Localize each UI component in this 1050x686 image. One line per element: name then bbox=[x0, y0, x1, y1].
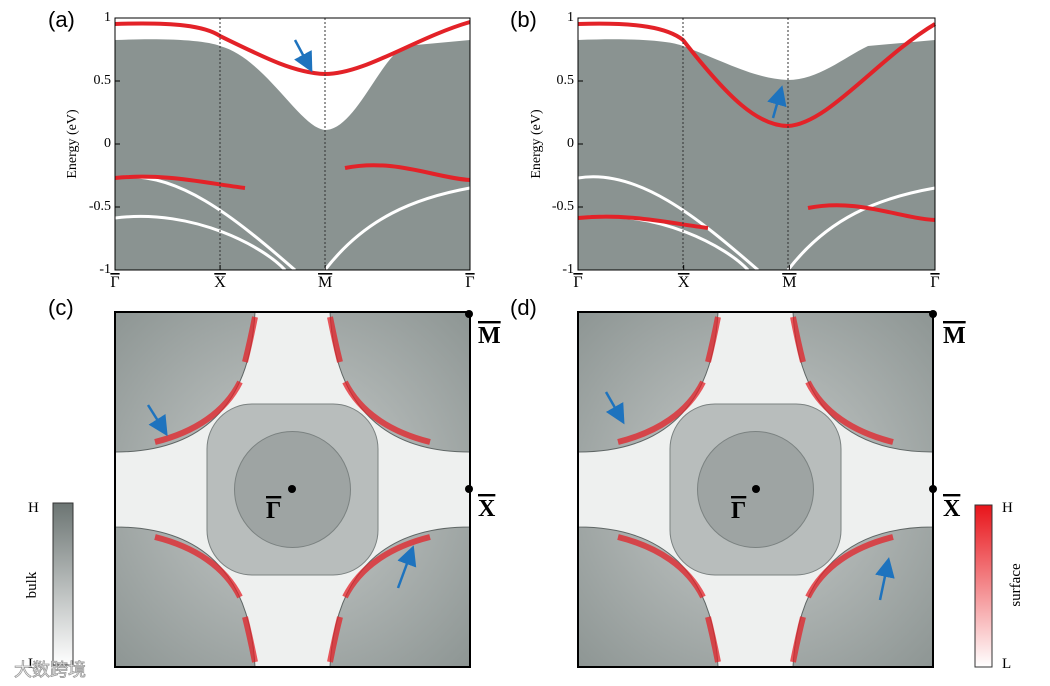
y-tick-label: -1 bbox=[562, 262, 574, 277]
k-point-label: M bbox=[318, 274, 332, 291]
y-tick-label: 0 bbox=[567, 136, 574, 151]
k-point-label: X bbox=[214, 274, 226, 291]
bz-point: M bbox=[478, 323, 501, 349]
y-tick-label: -0.5 bbox=[89, 199, 111, 214]
band-plot bbox=[114, 17, 471, 272]
bz-point: X bbox=[478, 496, 496, 522]
colorbar-high: H bbox=[1002, 500, 1013, 516]
colorbar-low: L bbox=[28, 656, 37, 672]
colorbar-high: H bbox=[28, 500, 39, 516]
k-point-label: X bbox=[678, 274, 690, 291]
k-point-label: Γ bbox=[573, 274, 582, 291]
y-tick-label: 0.5 bbox=[94, 73, 112, 88]
panel-label: (c) bbox=[48, 295, 74, 320]
panel-label: (d) bbox=[510, 295, 537, 320]
k-point-label: M bbox=[782, 274, 796, 291]
y-tick-label: 1 bbox=[104, 10, 111, 25]
y-tick-label: -1 bbox=[99, 262, 111, 277]
colorbar bbox=[52, 502, 74, 666]
k-point-label: Γ bbox=[930, 274, 939, 291]
y-tick-label: 1 bbox=[567, 10, 574, 25]
panel-label: (a) bbox=[48, 7, 75, 32]
colorbar bbox=[974, 504, 993, 668]
bz-point: Γ bbox=[731, 498, 746, 524]
axis-label: Energy (eV) bbox=[529, 109, 544, 179]
bz-point: Γ bbox=[266, 498, 281, 524]
k-point-label: Γ bbox=[465, 274, 474, 291]
bz-point: X bbox=[943, 496, 961, 522]
y-tick-label: -0.5 bbox=[552, 199, 574, 214]
colorbar-low: L bbox=[1002, 656, 1011, 672]
k-point-label: Γ bbox=[110, 274, 119, 291]
colorbar-label: bulk bbox=[24, 571, 40, 598]
bz-point: M bbox=[943, 323, 966, 349]
band-plot bbox=[577, 17, 937, 272]
panel-label: (b) bbox=[510, 7, 537, 32]
watermark: 大数跨境 bbox=[14, 660, 86, 681]
y-tick-label: 0 bbox=[104, 136, 111, 151]
arrows bbox=[146, 391, 895, 601]
colorbar-label: surface bbox=[1008, 563, 1024, 607]
y-tick-label: 0.5 bbox=[557, 73, 575, 88]
axis-label: Energy (eV) bbox=[65, 109, 80, 179]
